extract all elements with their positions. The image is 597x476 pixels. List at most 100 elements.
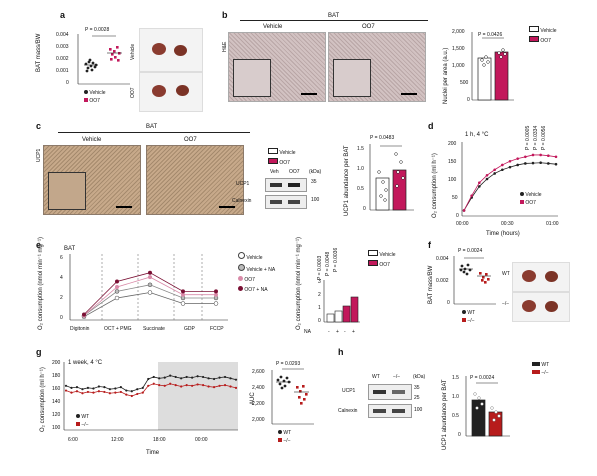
series-point-g-lines-0-4 [86, 386, 90, 389]
panel-label-f: f [428, 240, 431, 250]
series-point-g-lines-1-3 [81, 392, 84, 395]
ytick-b-3: 500 [460, 80, 469, 86]
legend-e-oo7: OO7 [244, 277, 255, 283]
xtick-g-2: 18:00 [153, 437, 166, 443]
series-point-d-lines-1-6 [508, 159, 512, 163]
series-point-g-lines-0-28 [218, 376, 221, 379]
series-point-g-lines-0-0 [64, 384, 68, 387]
series-point-g-lines-0-10 [119, 386, 122, 389]
legend-e-oo7-na: OO7 + NA [244, 287, 268, 293]
series-point-d-lines-0-11 [547, 162, 550, 165]
series-point-d-lines-1-5 [501, 163, 504, 167]
bar-plot-e [323, 280, 360, 323]
subtitle-g: 1 week, 4 °C [68, 360, 103, 366]
series-point-g-lines-1-4 [86, 390, 90, 394]
micrograph-b-oo7 [328, 32, 426, 102]
series-point-g-lines-0-9 [114, 387, 117, 390]
bar-ylabel-e: O₂ consumption (nmol min⁻¹ mg⁻¹) [296, 236, 302, 330]
series-line-e-lines-0 [83, 292, 216, 318]
series-point-g-lines-1-18 [163, 384, 166, 387]
blot-c-kda-100: 100 [311, 197, 320, 203]
ylabel-h: UCP1 abundance per BAT [442, 379, 448, 450]
auc-legend-g-ko: −/− [283, 438, 291, 444]
series-point-g-lines-1-13 [136, 392, 139, 396]
pvalue-b: P = 0.0426 [478, 32, 503, 38]
blot-h-col-ko: −/− [393, 374, 401, 380]
ytick-d-3: 50 [452, 195, 458, 201]
legend-a-oo7: OO7 [89, 98, 100, 104]
series-point-e-lines-0-3 [180, 301, 186, 306]
plot-c [369, 144, 414, 211]
legend-d-oo7: OO7 [525, 200, 536, 206]
ytick-b-1: 1,500 [452, 46, 465, 52]
series-point-g-lines-0-7 [103, 386, 106, 389]
series-point-g-lines-1-7 [103, 390, 106, 394]
series-point-d-lines-1-1 [470, 194, 473, 197]
xcat-e-0: Digitonin [70, 326, 90, 332]
series-point-g-lines-0-12 [130, 390, 133, 393]
series-point-d-lines-0-12 [554, 162, 558, 166]
micrograph-c-vehicle [43, 145, 141, 215]
ytick-f-1: 0.002 [436, 278, 449, 284]
photo-a-vehicle [139, 28, 203, 72]
blot-c-kda-35: 35 [311, 179, 317, 185]
series-point-g-lines-0-26 [207, 377, 210, 380]
ytick-c-0: 1.5 [357, 146, 364, 152]
legend-g: WT −/− [76, 414, 89, 428]
ytick-d-0: 200 [448, 141, 457, 147]
photo-f-wt [512, 262, 570, 292]
pvalue-f: P = 0.0024 [458, 248, 483, 254]
ylabel-e: O₂ consumption (nmol min⁻¹ mg⁻¹) [38, 236, 44, 330]
panel-label-a: a [60, 10, 66, 20]
ytick-b-0: 2,000 [452, 29, 465, 35]
auc-ytick-g-2: 2,200 [252, 401, 265, 407]
legend-h-ko: −/− [541, 370, 549, 376]
ytick-e-2: 2 [60, 295, 63, 301]
bar-e-oo7-na [350, 296, 359, 323]
legend-a-vehicle: Vehicle [89, 90, 106, 96]
xtick-g-1: 12:00 [111, 437, 124, 443]
ylabel-a: BAT mass/BW [36, 33, 42, 72]
ytick-h-0: 1.5 [452, 375, 459, 381]
series-point-g-lines-0-6 [97, 385, 101, 388]
legend-f: WT −/− [462, 310, 475, 324]
series-point-g-lines-0-25 [201, 375, 205, 379]
auc-legend-g: WT −/− [278, 430, 291, 444]
col-c-oo7: OO7 [184, 137, 197, 143]
plot-b [471, 32, 514, 101]
ytick-a-3: 0.001 [56, 68, 69, 74]
series-point-g-lines-1-0 [64, 389, 68, 392]
legend-a: Vehicle OO7 [84, 90, 106, 104]
auc-ytick-g-3: 2,000 [252, 417, 265, 423]
plot-h [465, 376, 510, 437]
legend-c-vehicle: Vehicle [279, 150, 296, 156]
bar-pvalue-e-1: P = 0.0048 [325, 251, 331, 276]
series-point-g-lines-0-16 [152, 375, 155, 379]
ytick-g-0: 200 [52, 360, 61, 366]
series-point-g-lines-0-24 [196, 375, 199, 378]
series-point-d-lines-1-7 [516, 157, 519, 160]
series-point-e-lines-3-2 [148, 270, 152, 275]
series-point-g-lines-0-15 [147, 377, 150, 381]
note-e: BAT [64, 246, 76, 252]
col-b-oo7: OO7 [362, 24, 375, 30]
series-point-g-lines-1-1 [70, 391, 73, 394]
series-point-g-lines-0-11 [125, 389, 128, 392]
series-point-e-lines-2-3 [181, 292, 185, 297]
auc-legend-g-wt: WT [283, 430, 292, 436]
ytick-f-0: 0.004 [436, 256, 449, 262]
series-point-e-lines-0-1 [114, 295, 120, 301]
bar-legend-e: Vehicle OO7 [368, 250, 396, 268]
series-point-d-lines-0-10 [539, 161, 542, 165]
blot-h-row-ucp1: UCP1 [342, 388, 356, 394]
series-point-g-lines-1-17 [158, 384, 161, 387]
ytick-a-2: 0.002 [56, 56, 69, 62]
legend-c: Vehicle OO7 [268, 148, 296, 166]
series-point-g-lines-0-8 [108, 388, 111, 391]
series-point-g-lines-0-31 [234, 378, 238, 381]
col-c-vehicle: Vehicle [82, 137, 102, 143]
series-point-d-lines-0-5 [501, 168, 504, 172]
xcat-e-3: GDP [184, 326, 195, 332]
ytick-a-0: 0.004 [56, 32, 69, 38]
series-point-d-lines-1-4 [493, 168, 496, 172]
